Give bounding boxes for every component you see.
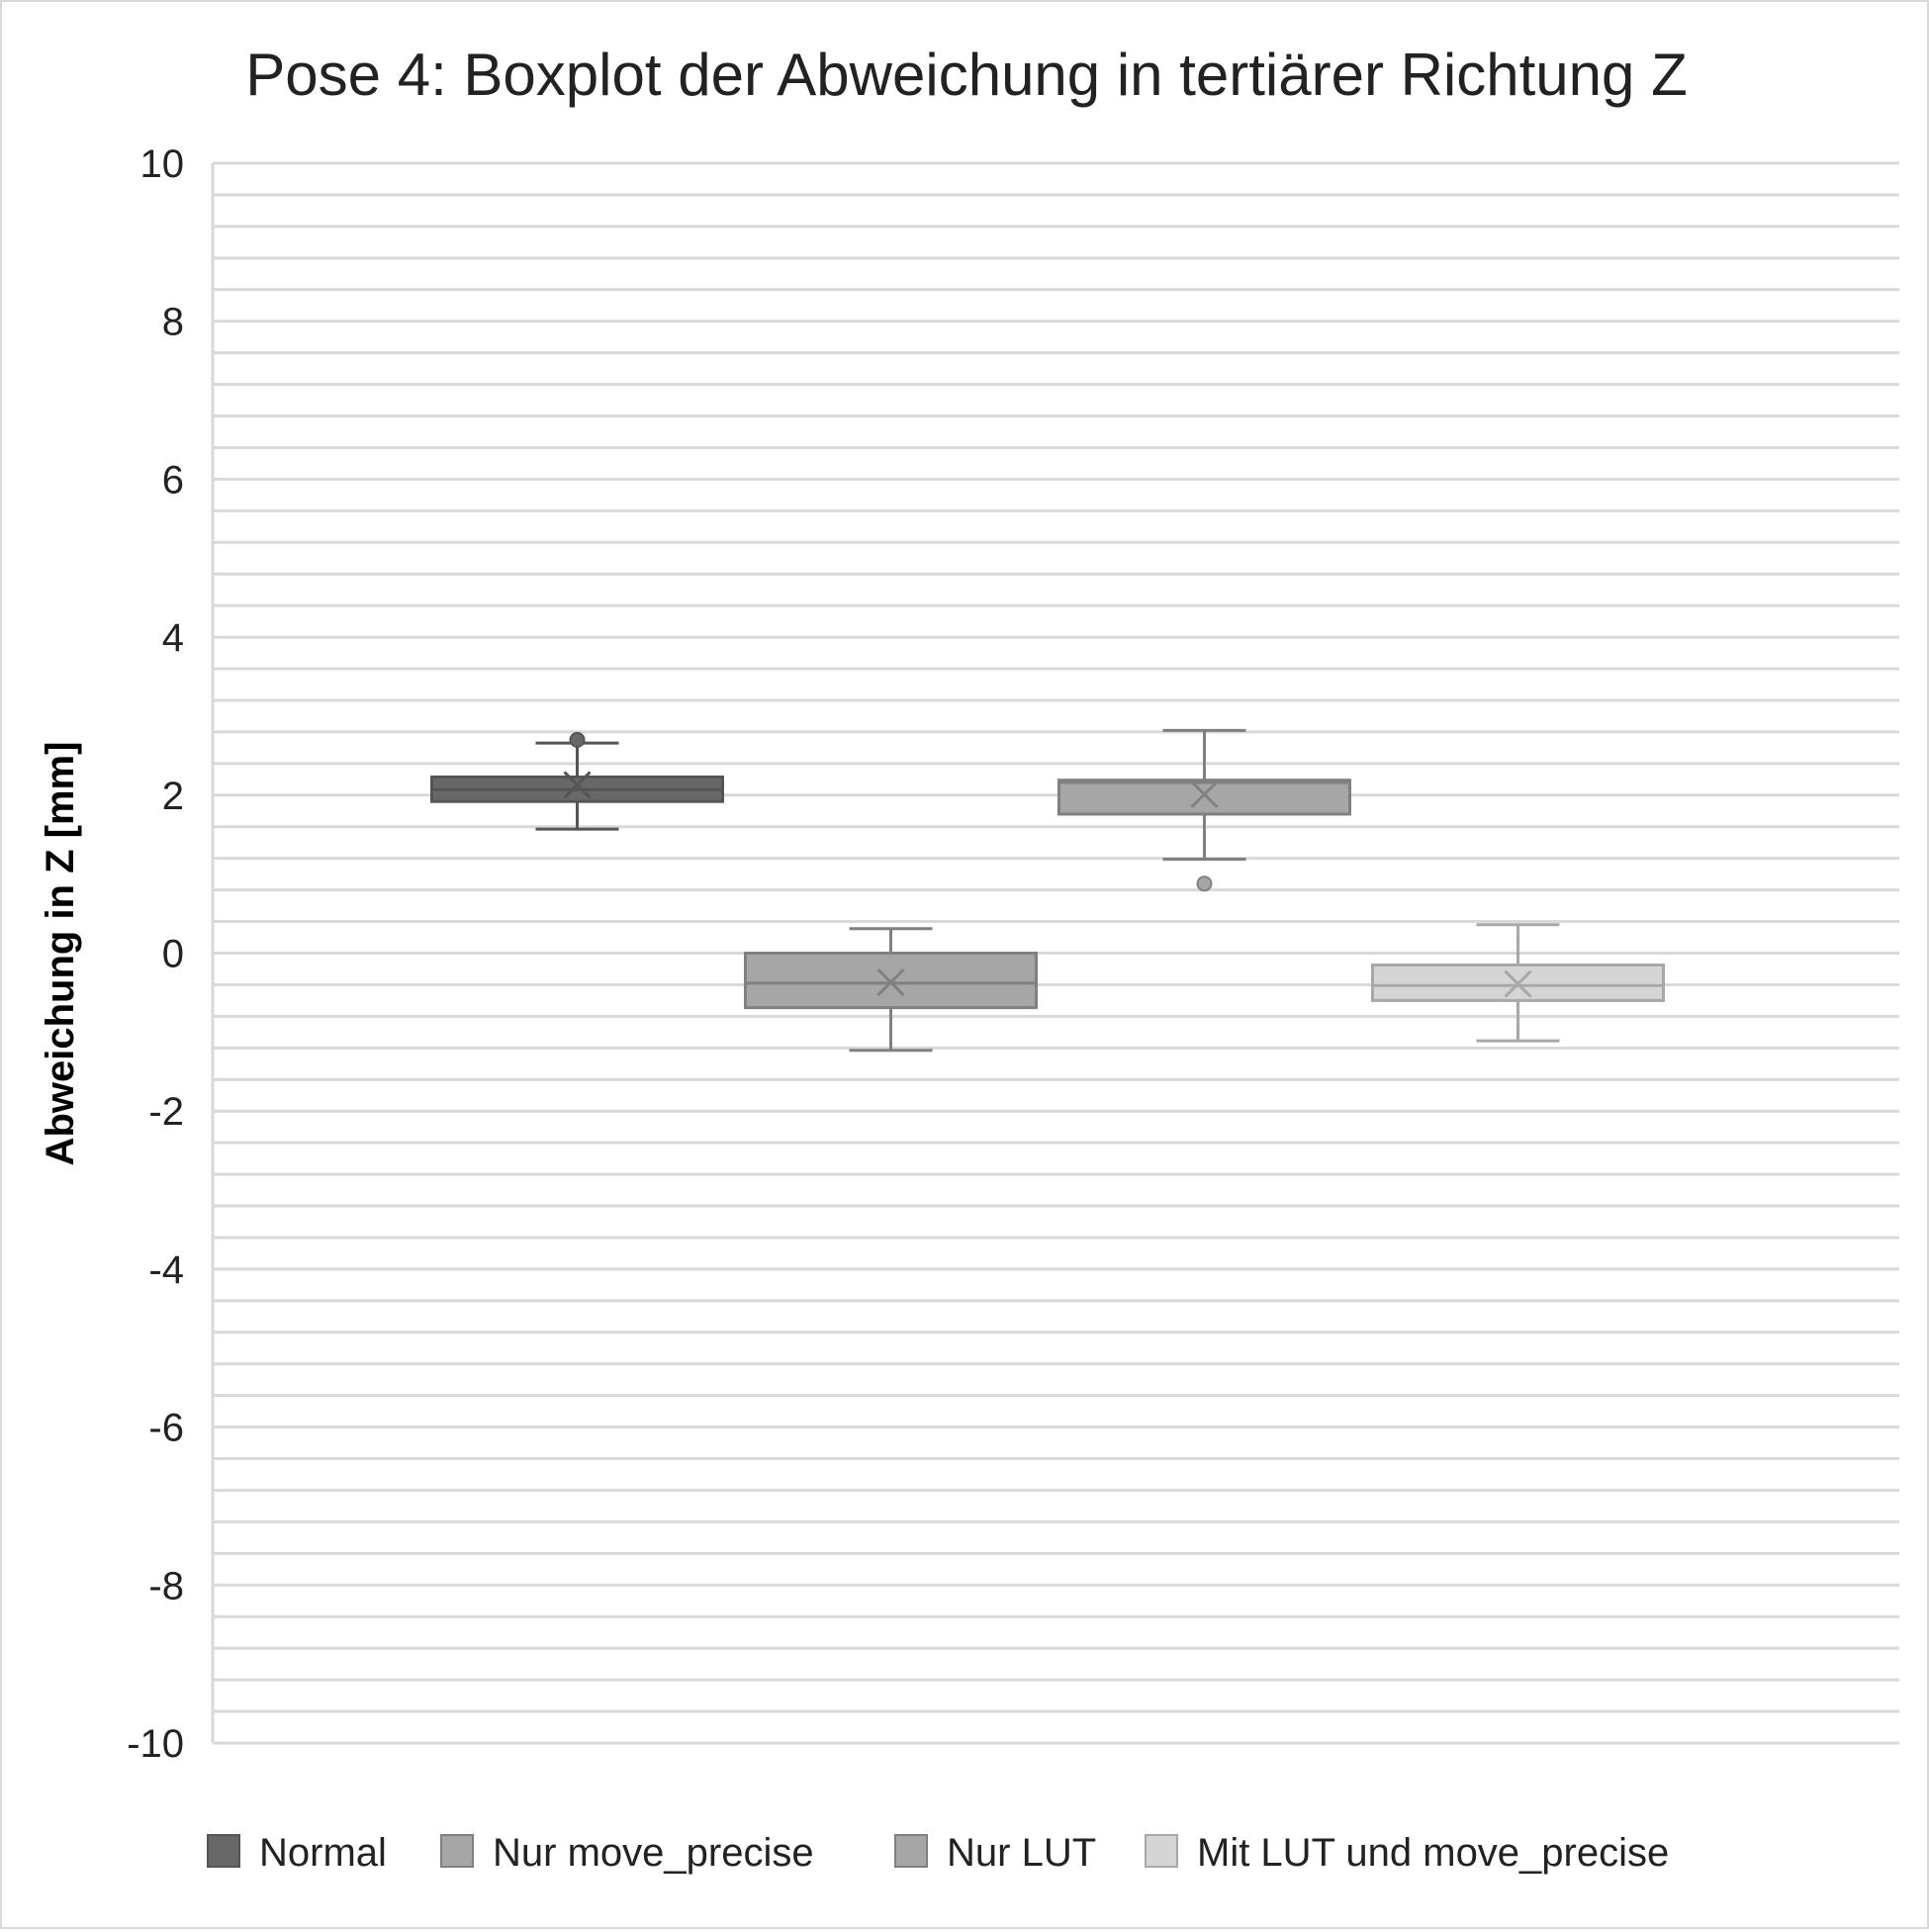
y-tick-label: 2 [162,775,184,818]
legend-swatch [894,1834,928,1868]
chart-title: Pose 4: Boxplot der Abweichung in tertiä… [245,42,1687,108]
legend-swatch [440,1834,474,1868]
y-tick-label: 0 [162,933,184,976]
mean-marker [876,967,905,997]
legend-label: Nur move_precise [493,1831,814,1875]
legend-label: Mit LUT und move_precise [1197,1831,1669,1875]
legend-swatch [207,1834,240,1868]
y-tick-label: -10 [127,1722,184,1766]
legend-label: Nur LUT [947,1831,1096,1875]
outlier-point [569,731,586,748]
y-tick-label: -2 [148,1090,184,1134]
box-iqr [1057,779,1351,816]
box-series-3 [1057,728,1351,892]
mean-marker [1190,780,1219,809]
legend-item: Nur LUT [894,1831,1096,1875]
boxes [430,728,1665,1053]
legend-item: Nur move_precise [440,1831,814,1875]
mean-marker [1504,969,1532,998]
gridlines [211,161,1899,1745]
y-tick-label: 10 [140,142,185,186]
box-series-4 [1371,923,1665,1043]
outlier-point [1196,875,1213,892]
y-tick-label: 8 [162,301,184,344]
box-series-2 [744,927,1038,1053]
y-tick-label: 6 [162,458,184,502]
y-axis-ticks: 10 8 6 4 2 0 -2 -4 -6 -8 -10 [127,142,184,1766]
y-tick-label: 4 [162,616,184,660]
box-series-1 [430,731,724,831]
legend-item: Mit LUT und move_precise [1145,1831,1669,1875]
legend-item: Normal [207,1831,387,1875]
legend-label: Normal [259,1831,387,1875]
y-tick-label: -4 [148,1248,184,1292]
legend-swatch [1145,1834,1178,1868]
legend: Normal Nur move_precise Nur LUT Mit LUT und… [207,1831,1669,1875]
y-tick-label: -8 [148,1564,184,1608]
y-axis-label: Abweichung in Z [mm] [39,742,82,1166]
mean-marker [563,771,592,799]
y-tick-label: -6 [148,1407,184,1450]
